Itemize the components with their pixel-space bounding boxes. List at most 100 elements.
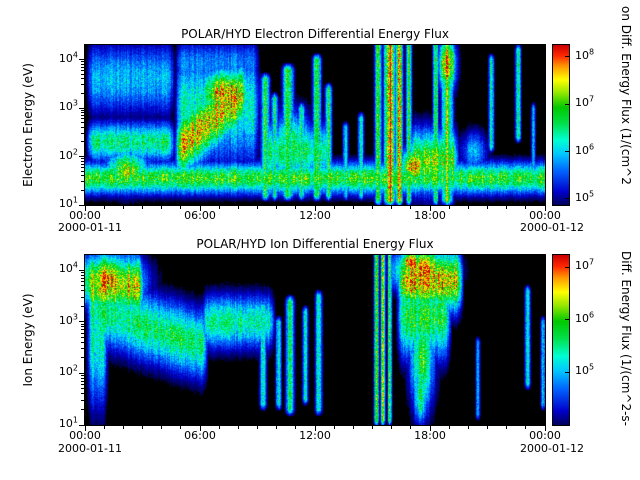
x-minor-tick <box>161 206 163 209</box>
y-minor-tick <box>81 78 84 80</box>
x-tick-label: 00:00 <box>69 209 101 222</box>
x-minor-tick <box>122 206 124 209</box>
y-minor-tick <box>81 380 84 382</box>
y-major-tick <box>79 156 84 157</box>
x-major-tick <box>314 206 316 211</box>
y-minor-tick <box>81 181 84 183</box>
y-major-tick <box>79 372 84 374</box>
y-minor-tick <box>81 163 84 165</box>
y-minor-tick <box>81 84 84 86</box>
y-minor-tick <box>81 122 84 124</box>
y-minor-tick <box>81 384 84 386</box>
y-minor-tick <box>81 399 84 401</box>
electron-panel-title: POLAR/HYD Electron Differential Energy F… <box>181 27 449 41</box>
colorbar-tick <box>565 198 569 200</box>
colorbar-tick-label: 105 <box>575 362 595 378</box>
y-minor-tick <box>81 170 84 172</box>
x-minor-tick <box>391 206 393 209</box>
electron-colorbar-label: on Diff. Energy Flux (1/(cm^2 <box>619 6 633 185</box>
x-minor-tick <box>180 206 182 209</box>
x-minor-tick <box>352 206 354 209</box>
y-minor-tick <box>81 393 84 395</box>
y-minor-tick <box>81 326 84 328</box>
y-minor-tick <box>81 109 84 111</box>
y-major-tick <box>79 269 84 271</box>
y-tick-label: 102 <box>58 363 78 379</box>
x-minor-tick <box>487 426 488 429</box>
y-tick-label: 101 <box>58 195 78 210</box>
y-minor-tick <box>81 388 84 390</box>
x-minor-tick <box>333 206 335 209</box>
x-minor-tick <box>487 206 488 209</box>
x-minor-tick <box>525 426 527 429</box>
x-minor-tick <box>391 426 393 429</box>
ion-start-date: 2000-01-11 <box>58 442 122 455</box>
colorbar-tick <box>565 56 569 58</box>
x-minor-tick <box>448 426 450 429</box>
x-tick-label: 18:00 <box>414 429 446 442</box>
colorbar-tick <box>565 266 569 268</box>
x-minor-tick <box>237 426 239 429</box>
y-minor-tick <box>81 63 84 65</box>
y-major-tick <box>79 204 84 206</box>
y-minor-tick <box>81 305 84 307</box>
x-minor-tick <box>372 426 373 429</box>
electron-end-date: 2000-01-12 <box>520 221 584 234</box>
y-minor-tick <box>81 272 84 274</box>
colorbar-tick <box>565 103 569 105</box>
y-minor-tick <box>81 323 84 325</box>
x-minor-tick <box>467 426 469 429</box>
y-major-tick <box>79 321 84 323</box>
y-tick-label: 101 <box>58 415 78 430</box>
x-minor-tick <box>142 206 143 209</box>
x-major-tick <box>199 426 201 431</box>
colorbar-tick-label: 107 <box>575 94 595 110</box>
y-minor-tick <box>81 341 84 343</box>
electron-colorbar <box>552 44 570 206</box>
y-minor-tick <box>81 348 84 350</box>
x-minor-tick <box>467 206 469 209</box>
x-minor-tick <box>525 206 527 209</box>
y-minor-tick <box>81 66 84 68</box>
y-minor-tick <box>81 332 84 334</box>
x-major-tick <box>544 206 546 211</box>
x-minor-tick <box>103 206 105 209</box>
x-minor-tick <box>276 426 278 429</box>
y-minor-tick <box>81 408 84 410</box>
y-minor-tick <box>81 73 84 75</box>
y-minor-tick <box>81 118 84 120</box>
x-minor-tick <box>410 206 412 209</box>
colorbar-tick <box>565 371 569 373</box>
x-major-tick <box>84 426 86 431</box>
y-minor-tick <box>81 166 84 168</box>
x-major-tick <box>199 206 201 211</box>
ion-colorbar <box>552 254 570 426</box>
x-minor-tick <box>218 426 220 429</box>
x-tick-label: 00:00 <box>529 429 561 442</box>
y-minor-tick <box>81 160 84 162</box>
x-minor-tick <box>352 426 354 429</box>
x-minor-tick <box>333 426 335 429</box>
x-minor-tick <box>257 426 258 429</box>
x-tick-label: 00:00 <box>69 429 101 442</box>
colorbar-tick-label: 107 <box>575 257 595 273</box>
y-minor-tick <box>81 296 84 298</box>
y-minor-tick <box>81 61 84 63</box>
y-minor-tick <box>81 112 84 114</box>
y-minor-tick <box>81 175 84 177</box>
colorbar-tick-label: 106 <box>575 141 595 157</box>
ion-y-axis-label: Ion Energy (eV) <box>21 293 35 387</box>
x-minor-tick <box>218 206 220 209</box>
colorbar-tick-label: 105 <box>575 189 595 204</box>
x-major-tick <box>314 426 316 431</box>
colorbar-tick <box>565 151 569 152</box>
x-tick-label: 00:00 <box>529 209 561 222</box>
x-tick-label: 12:00 <box>299 429 331 442</box>
x-tick-label: 18:00 <box>414 209 446 222</box>
x-minor-tick <box>506 426 508 429</box>
x-tick-label: 12:00 <box>299 209 331 222</box>
y-major-tick <box>79 424 84 426</box>
y-minor-tick <box>81 290 84 292</box>
y-minor-tick <box>81 189 84 191</box>
